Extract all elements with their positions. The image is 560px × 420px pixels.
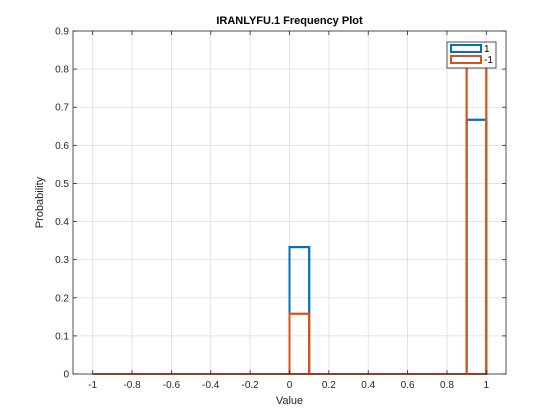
bar: [467, 53, 487, 374]
y-tick-label: 0: [63, 370, 69, 381]
y-tick-label: 0.7: [55, 103, 69, 114]
x-tick-label: -1: [88, 380, 97, 391]
x-tick-label: -0.2: [242, 380, 260, 391]
ticks: -1 -0.8 -0.6 -0.4 -0.2 0 0.2 0.4 0.6 0.8 1 0 0.1 0.2 0…: [55, 27, 506, 392]
y-tick-label: 0.3: [55, 255, 69, 266]
legend-label: -1: [484, 55, 493, 66]
x-tick-label: 0: [287, 380, 293, 391]
y-tick-label: 0.5: [55, 179, 69, 190]
y-axis-label: Probability: [34, 176, 46, 228]
chart-title: IRANLYFU.1 Frequency Plot: [216, 15, 363, 27]
bar: [290, 247, 310, 374]
y-tick-label: 0.2: [55, 293, 69, 304]
x-tick-label: 0.2: [322, 380, 336, 391]
x-tick-label: -0.8: [123, 380, 141, 391]
y-tick-label: 0.6: [55, 141, 69, 152]
y-tick-label: 0.8: [55, 65, 69, 76]
legend-label: 1: [484, 44, 490, 55]
y-tick-label: 0.4: [55, 217, 69, 228]
x-tick-label: -0.6: [163, 380, 181, 391]
legend[interactable]: 1-1: [447, 42, 496, 68]
x-tick-label: -0.4: [202, 380, 220, 391]
x-tick-label: 1: [484, 380, 490, 391]
bar: [290, 314, 310, 374]
x-axis-label: Value: [276, 395, 303, 407]
y-tick-label: 0.9: [55, 27, 69, 38]
x-tick-label: 0.6: [401, 380, 415, 391]
y-tick-label: 0.1: [55, 331, 69, 342]
x-tick-label: 0.4: [361, 380, 375, 391]
x-tick-label: 0.8: [440, 380, 454, 391]
